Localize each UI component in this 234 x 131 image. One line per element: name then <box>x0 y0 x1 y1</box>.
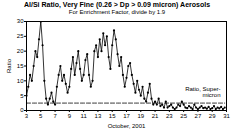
svg-text:3: 3 <box>25 113 29 119</box>
svg-text:10: 10 <box>17 78 24 84</box>
svg-text:5: 5 <box>39 113 43 119</box>
svg-text:15: 15 <box>109 113 116 119</box>
svg-text:25: 25 <box>180 113 187 119</box>
svg-text:25: 25 <box>17 33 24 39</box>
svg-text:5: 5 <box>20 93 24 99</box>
svg-text:Ratio, Super-micron: Ratio, Super-micron <box>185 86 220 98</box>
svg-text:27: 27 <box>195 113 202 119</box>
svg-text:7: 7 <box>53 113 57 119</box>
svg-text:31: 31 <box>223 113 230 119</box>
svg-text:0: 0 <box>20 107 24 113</box>
html-text:For Enrichment Factor, divide: For Enrichment Factor, divide by 1.9 <box>68 9 166 15</box>
svg-text:9: 9 <box>68 113 72 119</box>
svg-text:19: 19 <box>137 113 144 119</box>
svg-text:11: 11 <box>81 113 88 119</box>
svg-text:29: 29 <box>209 113 216 119</box>
svg-text:21: 21 <box>152 113 159 119</box>
svg-text:Ratio: Ratio <box>6 58 12 73</box>
svg-text:October, 2001: October, 2001 <box>108 123 146 129</box>
svg-text:13: 13 <box>95 113 102 119</box>
svg-text:30: 30 <box>17 18 24 24</box>
svg-text:15: 15 <box>17 63 24 69</box>
html-text:Al/Si Ratio, Very Fine (0.26 >: Al/Si Ratio, Very Fine (0.26 > Dp > 0.09… <box>24 1 210 8</box>
svg-text:20: 20 <box>17 48 24 54</box>
svg-text:17: 17 <box>123 113 130 119</box>
svg-text:23: 23 <box>166 113 173 119</box>
